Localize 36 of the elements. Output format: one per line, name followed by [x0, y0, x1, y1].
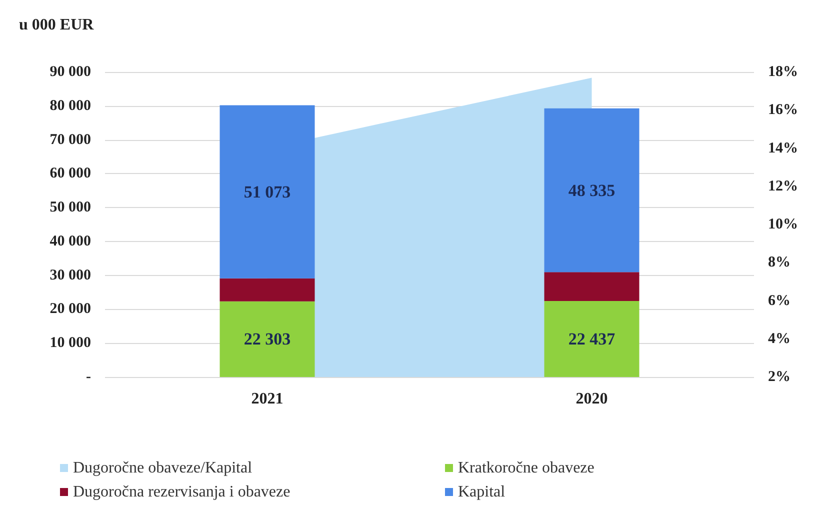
y-tick-label: 40 000: [50, 233, 91, 250]
bar: [220, 301, 315, 377]
data-label: 48 335: [568, 180, 616, 200]
y2-tick-label: 8%: [768, 254, 790, 271]
y2-tick-label: 18%: [768, 64, 798, 80]
bar: [544, 108, 640, 272]
data-label: 51 073: [244, 182, 291, 202]
y2-tick-label: 16%: [768, 102, 798, 118]
y2-tick-label: 4%: [768, 330, 790, 347]
y-tick-label: 10 000: [50, 335, 91, 352]
data-label: 22 303: [244, 330, 291, 349]
x-tick-label: 2021: [251, 390, 284, 408]
y2-tick-label: 14%: [768, 140, 798, 156]
y2-tick-label: 6%: [768, 292, 790, 309]
y2-tick-label: 10%: [768, 216, 798, 232]
data-label: 22 437: [568, 329, 616, 348]
y-tick-label: 70 000: [50, 132, 91, 148]
legend-label: Kapital: [458, 484, 506, 500]
y2-tick-label: 12%: [768, 178, 798, 194]
bar: [220, 105, 315, 278]
y2-tick-label: 2%: [768, 369, 790, 385]
y-tick-label: 50 000: [50, 200, 91, 216]
y-tick-label: 60 000: [50, 166, 91, 182]
legend-label: Dugoročna rezervisanja i obaveze: [73, 484, 290, 500]
x-tick-label: 2020: [576, 390, 608, 408]
legend-label: Kratkoročne obaveze: [458, 460, 594, 476]
bar: [220, 278, 315, 302]
y-tick-label: 20 000: [50, 301, 91, 318]
y-tick-label: 80 000: [50, 98, 91, 114]
y-tick-label: -: [86, 369, 91, 385]
y-tick-label: 30 000: [50, 267, 91, 284]
y-axis-title: u 000 EUR: [19, 16, 94, 34]
legend-label: Dugoročne obaveze/Kapital: [73, 460, 253, 476]
y-tick-label: 90 000: [50, 64, 91, 80]
bar: [544, 300, 640, 377]
bar: [544, 272, 640, 301]
